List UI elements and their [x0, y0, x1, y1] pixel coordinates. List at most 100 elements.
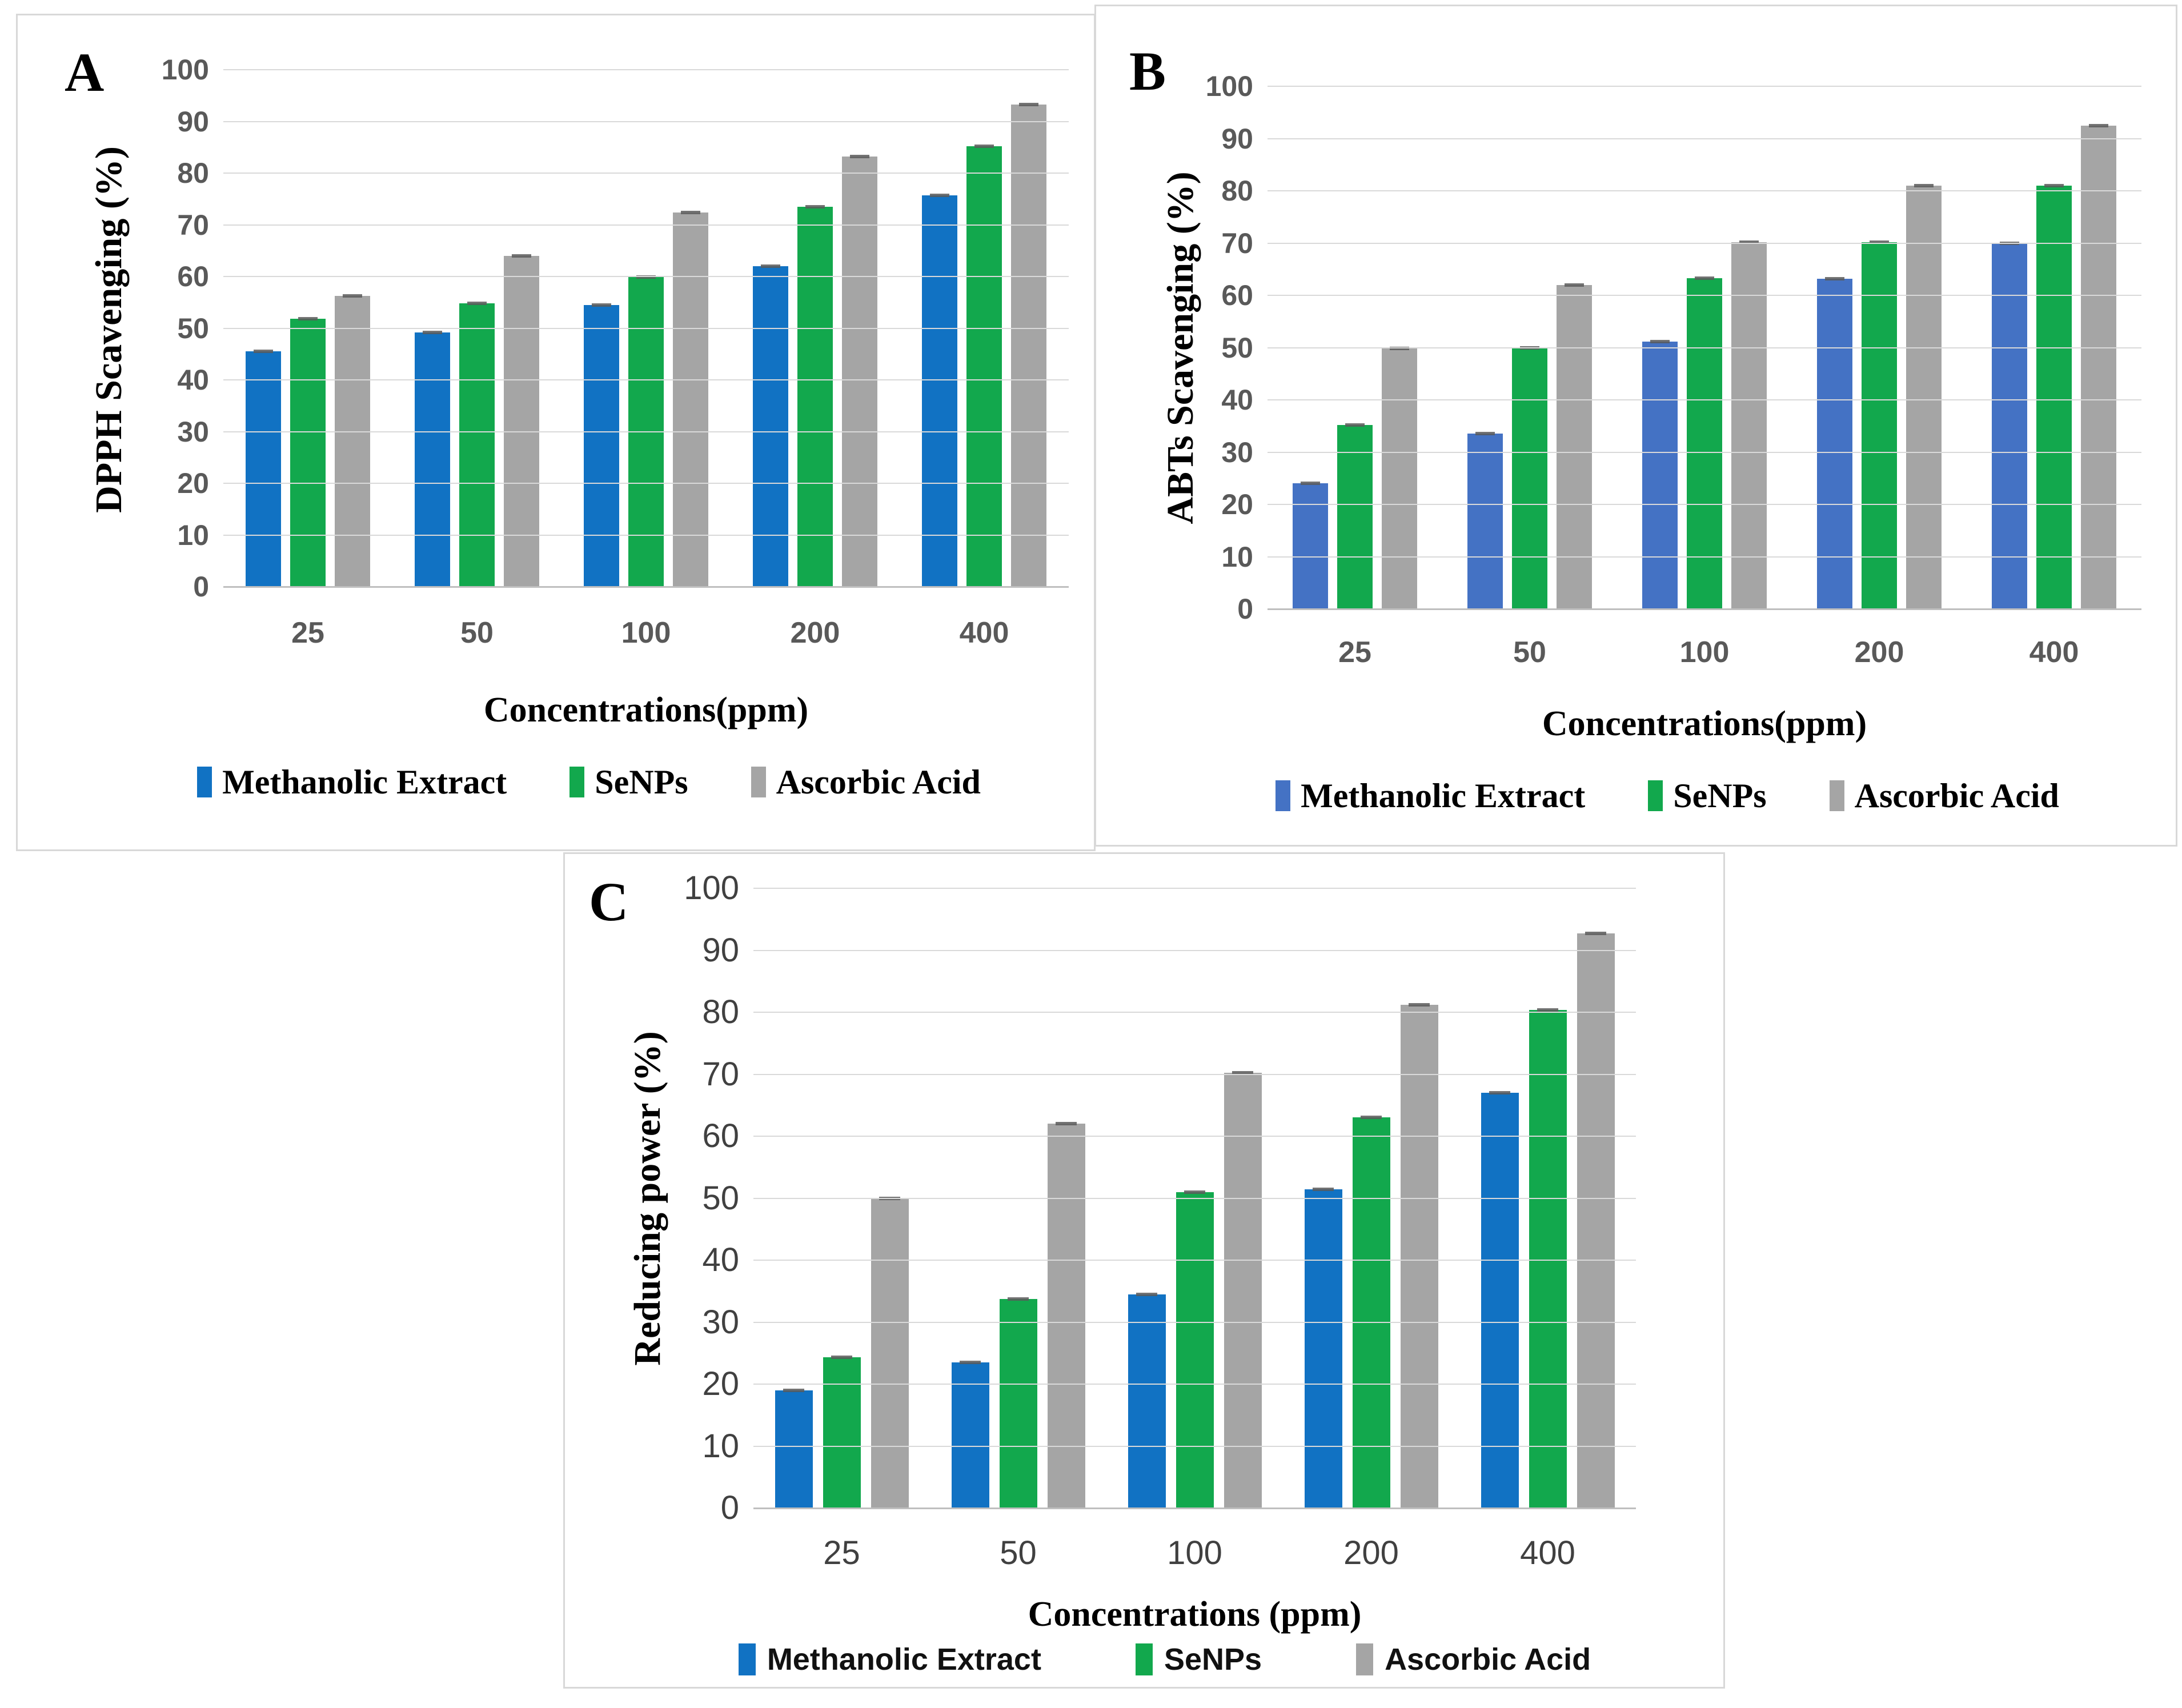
y-tick-label-10: 10	[177, 519, 209, 551]
error-bar-cap	[1564, 283, 1585, 287]
bar-senps-25ppm	[823, 1356, 861, 1508]
legend-swatch-ascorbic-acid	[1829, 780, 1844, 811]
legend-item-methanolic-extract: Methanolic Extract	[1275, 779, 1585, 813]
y-tick-label-60: 60	[702, 1117, 739, 1154]
error-bar-cap	[1537, 1008, 1558, 1012]
panel-label-a: A	[65, 42, 105, 103]
bar-senps-50ppm	[459, 302, 495, 587]
legend-label-methanolic-extract: Methanolic Extract	[767, 1642, 1041, 1677]
legend-label-senps: SeNPs	[1673, 777, 1767, 815]
x-axis-line	[223, 586, 1069, 588]
error-bar-cap	[849, 155, 870, 159]
error-bar-cap	[2044, 183, 2064, 187]
x-axis-title: Concentrations(ppm)	[1542, 704, 1867, 743]
bar-ascorbic-acid-50ppm	[1047, 1122, 1085, 1508]
bar-senps-200ppm	[1862, 240, 1897, 609]
error-bar-cap	[1345, 423, 1365, 427]
error-bar-cap	[929, 193, 950, 197]
legend-swatch-ascorbic-acid	[751, 767, 766, 797]
legend-item-ascorbic-acid: Ascorbic Acid	[751, 765, 981, 799]
legend: Methanolic Extract SeNPs Ascorbic Acid	[1182, 779, 2153, 813]
y-tick-label-0: 0	[720, 1489, 739, 1526]
error-bar-cap	[1313, 1188, 1334, 1192]
gridline-30	[753, 1321, 1636, 1323]
x-tick-label-100: 100	[1679, 636, 1730, 669]
gridline-50	[223, 327, 1069, 329]
legend-swatch-methanolic-extract	[1275, 780, 1291, 811]
bars-layer	[223, 70, 1069, 587]
gridline-50	[1268, 347, 2141, 348]
bar-methanolic-extract-25ppm	[1293, 482, 1328, 609]
gridline-20	[223, 483, 1069, 484]
x-tick-label-100: 100	[1167, 1534, 1222, 1571]
error-bar-cap	[2088, 123, 2109, 127]
error-bar-cap	[467, 302, 487, 306]
bar-ascorbic-acid-200ppm	[1906, 183, 1942, 609]
gridline-80	[1268, 190, 2141, 191]
error-bar-cap	[960, 1361, 981, 1365]
gridline-30	[1268, 451, 2141, 453]
gridline-60	[1268, 295, 2141, 296]
legend-item-ascorbic-acid: Ascorbic Acid	[1829, 779, 2059, 813]
panel-c-reducing-power-chart: C Reducing power (%) 0 10 20 30 40 50 60 70 80 90…	[563, 852, 1725, 1689]
y-tick-label-70: 70	[177, 209, 209, 241]
y-tick-label-50: 50	[177, 312, 209, 344]
bars-layer	[1268, 86, 2141, 609]
bar-methanolic-extract-25ppm	[246, 350, 281, 587]
y-tick-label-0: 0	[193, 571, 209, 603]
bar-ascorbic-acid-200ppm	[1400, 1003, 1438, 1508]
y-tick-label-100: 100	[684, 869, 739, 907]
y-axis-ticks: 0 10 20 30 40 50 60 70 80 90 100	[1159, 72, 1253, 623]
y-tick-label-40: 40	[1221, 384, 1253, 416]
bar-methanolic-extract-200ppm	[1304, 1188, 1342, 1508]
legend: Methanolic Extract SeNPs Ascorbic Acid	[679, 1643, 1650, 1675]
y-tick-label-0: 0	[1237, 593, 1253, 625]
y-tick-label-70: 70	[702, 1055, 739, 1093]
bar-group-100ppm	[1617, 86, 1792, 609]
legend-item-methanolic-extract: Methanolic Extract	[738, 1642, 1041, 1677]
panel-b-abts-chart: B ABTs Scavenging (%) 0 10 20 30 40 50 60 70 80 9…	[1094, 5, 2177, 847]
gridline-60	[223, 276, 1069, 277]
gridline-70	[1268, 242, 2141, 244]
bar-group-200ppm	[731, 70, 900, 587]
gridline-30	[223, 431, 1069, 432]
legend-swatch-senps	[1648, 780, 1663, 811]
panel-label-c: C	[589, 871, 629, 932]
error-bar-cap	[1489, 1091, 1510, 1095]
x-tick-label-25: 25	[291, 616, 324, 649]
gridline-100	[1268, 86, 2141, 87]
x-tick-labels: 25 50 100 200 400	[1268, 638, 2141, 667]
error-bar-cap	[253, 350, 274, 354]
x-tick-label-25: 25	[823, 1534, 860, 1571]
bar-senps-50ppm	[999, 1297, 1037, 1508]
y-tick-label-80: 80	[1221, 175, 1253, 207]
error-bar-cap	[1018, 102, 1039, 106]
x-tick-label-100: 100	[621, 616, 671, 649]
error-bar-cap	[1694, 276, 1715, 280]
bar-group-100ppm	[1106, 888, 1283, 1508]
legend-item-senps: SeNPs	[1135, 1643, 1262, 1675]
legend-swatch-senps	[1135, 1643, 1153, 1675]
x-tick-labels: 25 50 100 200 400	[223, 618, 1069, 648]
error-bar-cap	[1914, 183, 1934, 187]
bar-group-200ppm	[1792, 86, 1967, 609]
y-tick-label-100: 100	[1205, 70, 1253, 102]
bar-senps-400ppm	[966, 144, 1002, 587]
gridline-100	[223, 69, 1069, 70]
y-tick-label-20: 20	[702, 1365, 739, 1402]
bar-senps-200ppm	[797, 205, 833, 587]
error-bar-cap	[1650, 339, 1670, 343]
y-tick-label-70: 70	[1221, 227, 1253, 259]
bar-senps-50ppm	[1512, 346, 1547, 609]
plot-area	[223, 69, 1069, 588]
bar-group-50ppm	[1442, 86, 1617, 609]
y-tick-label-100: 100	[161, 54, 209, 86]
bar-methanolic-extract-400ppm	[1481, 1091, 1519, 1508]
bar-group-50ppm	[930, 888, 1106, 1508]
x-tick-label-400: 400	[1520, 1534, 1575, 1571]
gridline-40	[1268, 399, 2141, 400]
y-tick-label-50: 50	[702, 1179, 739, 1217]
bar-methanolic-extract-50ppm	[1467, 431, 1503, 609]
bar-methanolic-extract-200ppm	[1817, 276, 1852, 609]
legend-item-senps: SeNPs	[1648, 777, 1767, 815]
